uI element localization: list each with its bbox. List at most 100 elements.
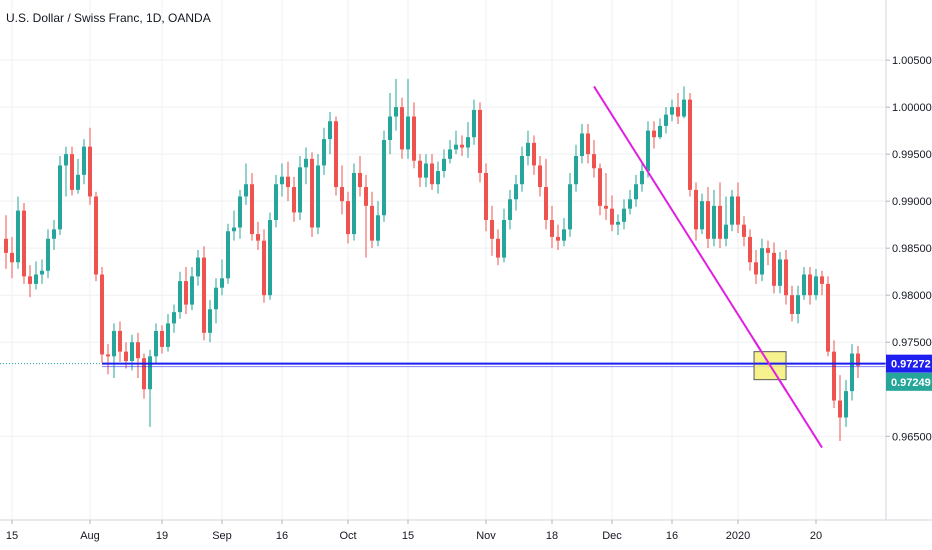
candle-body[interactable] xyxy=(286,176,290,188)
candle-body[interactable] xyxy=(64,154,68,166)
candle-body[interactable] xyxy=(514,184,518,200)
candle-body[interactable] xyxy=(820,276,824,284)
candle-body[interactable] xyxy=(154,330,158,357)
candle-body[interactable] xyxy=(814,276,818,296)
candle-body[interactable] xyxy=(370,205,374,241)
candle-body[interactable] xyxy=(406,116,410,150)
candle-body[interactable] xyxy=(52,229,56,239)
candle-body[interactable] xyxy=(598,168,602,206)
candle-body[interactable] xyxy=(202,257,206,333)
candle-body[interactable] xyxy=(190,276,194,305)
candle-body[interactable] xyxy=(394,107,398,117)
candle-body[interactable] xyxy=(292,187,296,213)
candle-body[interactable] xyxy=(424,163,428,178)
candle-body[interactable] xyxy=(352,172,356,235)
candle-body[interactable] xyxy=(808,274,812,296)
candle-body[interactable] xyxy=(346,201,350,235)
candle-body[interactable] xyxy=(334,121,338,188)
candle-body[interactable] xyxy=(40,270,44,275)
candle-body[interactable] xyxy=(574,156,578,185)
candle-body[interactable] xyxy=(556,236,560,241)
candle-body[interactable] xyxy=(736,196,740,225)
candle-body[interactable] xyxy=(232,227,236,232)
candle-body[interactable] xyxy=(142,358,146,390)
candle-body[interactable] xyxy=(640,171,644,185)
candle-body[interactable] xyxy=(562,229,566,241)
candle-body[interactable] xyxy=(400,107,404,150)
candle-body[interactable] xyxy=(238,196,242,228)
candle-body[interactable] xyxy=(700,201,704,230)
candle-body[interactable] xyxy=(322,139,326,166)
candle-body[interactable] xyxy=(754,262,758,275)
candle-body[interactable] xyxy=(568,184,572,230)
candle-body[interactable] xyxy=(610,208,614,225)
candle-body[interactable] xyxy=(100,274,104,355)
candle-body[interactable] xyxy=(838,400,842,418)
candle-body[interactable] xyxy=(28,276,32,284)
candle-body[interactable] xyxy=(364,187,368,206)
candle-body[interactable] xyxy=(280,176,284,185)
candle-body[interactable] xyxy=(526,142,530,157)
candle-body[interactable] xyxy=(472,109,476,138)
price-axis[interactable]: 1.00500 1.00000 0.99500 0.99000 0.98500 0.980… xyxy=(886,55,932,443)
candle-body[interactable] xyxy=(778,259,782,286)
candle-body[interactable] xyxy=(670,107,674,115)
candle-body[interactable] xyxy=(616,221,620,225)
candle-body[interactable] xyxy=(682,99,686,117)
candle-body[interactable] xyxy=(628,199,632,209)
candle-body[interactable] xyxy=(724,224,728,239)
candle-body[interactable] xyxy=(88,146,92,197)
candle-body[interactable] xyxy=(208,309,212,333)
candle-body[interactable] xyxy=(358,172,362,188)
candle-body[interactable] xyxy=(256,234,260,241)
candle-body[interactable] xyxy=(148,356,152,390)
candle-body[interactable] xyxy=(118,330,122,352)
candle-body[interactable] xyxy=(244,184,248,197)
candle-body[interactable] xyxy=(16,210,20,263)
candle-body[interactable] xyxy=(496,238,500,258)
candle-body[interactable] xyxy=(676,107,680,117)
candle-body[interactable] xyxy=(706,201,710,239)
candle-body[interactable] xyxy=(94,196,98,275)
candle-body[interactable] xyxy=(58,165,62,230)
candle-body[interactable] xyxy=(160,330,164,347)
candle-body[interactable] xyxy=(844,391,848,418)
candle-body[interactable] xyxy=(622,208,626,222)
candle-body[interactable] xyxy=(316,165,320,228)
candle-body[interactable] xyxy=(172,312,176,324)
candle-body[interactable] xyxy=(46,238,50,271)
candle-body[interactable] xyxy=(796,295,800,315)
candle-body[interactable] xyxy=(688,99,692,190)
candle-body[interactable] xyxy=(448,149,452,159)
candle-body[interactable] xyxy=(454,144,458,150)
candlestick-series[interactable] xyxy=(4,78,860,441)
candle-body[interactable] xyxy=(340,187,344,202)
candle-body[interactable] xyxy=(382,140,386,216)
candle-body[interactable] xyxy=(538,165,542,188)
time-axis[interactable]: 15 Aug 19 Sep 16 Oct 15 Nov 18 Dec 16 2020 20 xyxy=(6,520,822,542)
candle-body[interactable] xyxy=(76,174,80,190)
candle-body[interactable] xyxy=(412,116,416,161)
candle-body[interactable] xyxy=(10,252,14,263)
candle-body[interactable] xyxy=(790,295,794,315)
candle-body[interactable] xyxy=(802,274,806,296)
candle-body[interactable] xyxy=(586,133,590,155)
candle-body[interactable] xyxy=(298,167,302,213)
candle-body[interactable] xyxy=(604,205,608,209)
candle-body[interactable] xyxy=(718,205,722,239)
candle-body[interactable] xyxy=(196,257,200,277)
candle-body[interactable] xyxy=(82,146,86,175)
candle-body[interactable] xyxy=(460,144,464,148)
candle-body[interactable] xyxy=(658,125,662,138)
candle-body[interactable] xyxy=(748,236,752,263)
candle-body[interactable] xyxy=(220,278,224,288)
candle-body[interactable] xyxy=(712,205,716,239)
candle-body[interactable] xyxy=(22,210,26,277)
candle-body[interactable] xyxy=(70,154,74,190)
candle-body[interactable] xyxy=(856,353,860,366)
candle-body[interactable] xyxy=(580,133,584,157)
candle-body[interactable] xyxy=(730,196,734,225)
candle-body[interactable] xyxy=(436,171,440,185)
candle-body[interactable] xyxy=(502,219,506,258)
